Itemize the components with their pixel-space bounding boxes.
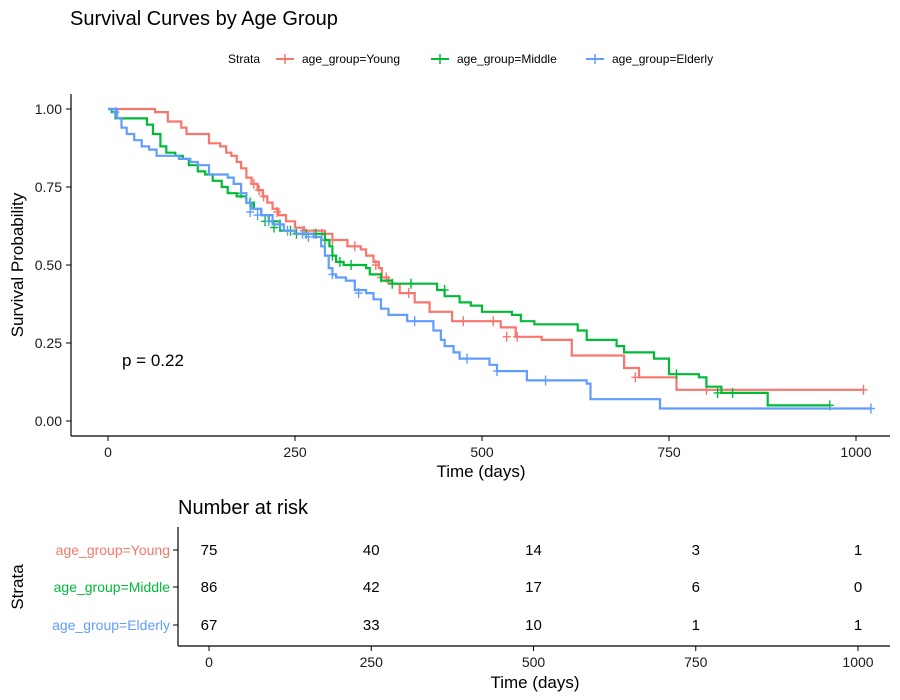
risk-x-tick-label: 250 <box>360 654 384 670</box>
risk-cell: 6 <box>692 579 700 596</box>
risk-cell: 17 <box>525 579 542 596</box>
x-axis-label: Time (days) <box>436 462 525 481</box>
risk-x-tick-label: 1000 <box>842 654 873 670</box>
risk-cell: 33 <box>363 617 380 634</box>
x-tick-label: 750 <box>657 444 681 460</box>
survival-line-middle <box>108 107 830 407</box>
risk-cell: 1 <box>854 542 862 559</box>
risk-x-ticks: 0 250 500 750 1000 <box>205 646 874 670</box>
risk-cell: 86 <box>201 579 218 596</box>
survival-curves <box>108 107 875 414</box>
curve-elderly <box>108 107 875 414</box>
legend: Strata age_group=Young age_group=Middle … <box>228 52 713 66</box>
risk-table: age_group=Young 75 40 14 3 1 age_group=Middle 8… <box>52 542 862 634</box>
curve-young <box>108 107 868 395</box>
y-ticks: 0.00 0.25 0.50 0.75 1.00 <box>35 101 71 429</box>
risk-y-axis-label: Strata <box>8 564 27 610</box>
legend-item-elderly: age_group=Elderly <box>586 52 713 66</box>
risk-row-label: age_group=Young <box>56 542 170 558</box>
risk-cell: 1 <box>692 617 700 634</box>
main-plot-axes <box>70 94 890 437</box>
legend-label-elderly: age_group=Elderly <box>612 52 713 66</box>
survival-line-elderly <box>108 107 871 410</box>
x-tick-label: 250 <box>283 444 307 460</box>
x-tick-label: 1000 <box>840 444 871 460</box>
y-tick-label: 0.00 <box>35 413 62 429</box>
x-ticks: 0 250 500 750 1000 <box>104 436 872 460</box>
risk-cell: 0 <box>854 579 862 596</box>
x-tick-label: 500 <box>470 444 494 460</box>
risk-cell: 1 <box>854 617 862 634</box>
risk-cell: 3 <box>692 542 700 559</box>
risk-cell: 14 <box>525 542 542 559</box>
risk-row-label: age_group=Middle <box>54 579 171 595</box>
risk-row-label: age_group=Elderly <box>52 617 170 633</box>
y-tick-label: 1.00 <box>35 101 62 117</box>
y-tick-label: 0.25 <box>35 335 62 351</box>
risk-cell: 42 <box>363 579 380 596</box>
curve-middle <box>108 107 834 411</box>
x-tick-label: 0 <box>104 444 112 460</box>
survival-line-young <box>108 107 864 391</box>
p-value-annotation: p = 0.22 <box>122 351 184 370</box>
risk-cell: 40 <box>363 542 380 559</box>
legend-label-young: age_group=Young <box>302 52 400 66</box>
legend-label-middle: age_group=Middle <box>457 52 557 66</box>
risk-x-axis-label: Time (days) <box>490 673 579 692</box>
y-tick-label: 0.50 <box>35 257 62 273</box>
risk-x-tick-label: 750 <box>684 654 708 670</box>
chart-title: Survival Curves by Age Group <box>70 8 338 30</box>
risk-x-tick-label: 500 <box>522 654 546 670</box>
risk-cell: 67 <box>201 617 218 634</box>
risk-x-tick-label: 0 <box>205 654 213 670</box>
legend-item-middle: age_group=Middle <box>431 52 557 66</box>
y-tick-label: 0.75 <box>35 179 62 195</box>
y-axis-label: Survival Probability <box>8 192 27 337</box>
risk-table-title: Number at risk <box>178 497 309 519</box>
risk-cell: 75 <box>201 542 218 559</box>
risk-cell: 10 <box>525 617 542 634</box>
legend-item-young: age_group=Young <box>276 52 400 66</box>
legend-title: Strata <box>228 52 260 66</box>
